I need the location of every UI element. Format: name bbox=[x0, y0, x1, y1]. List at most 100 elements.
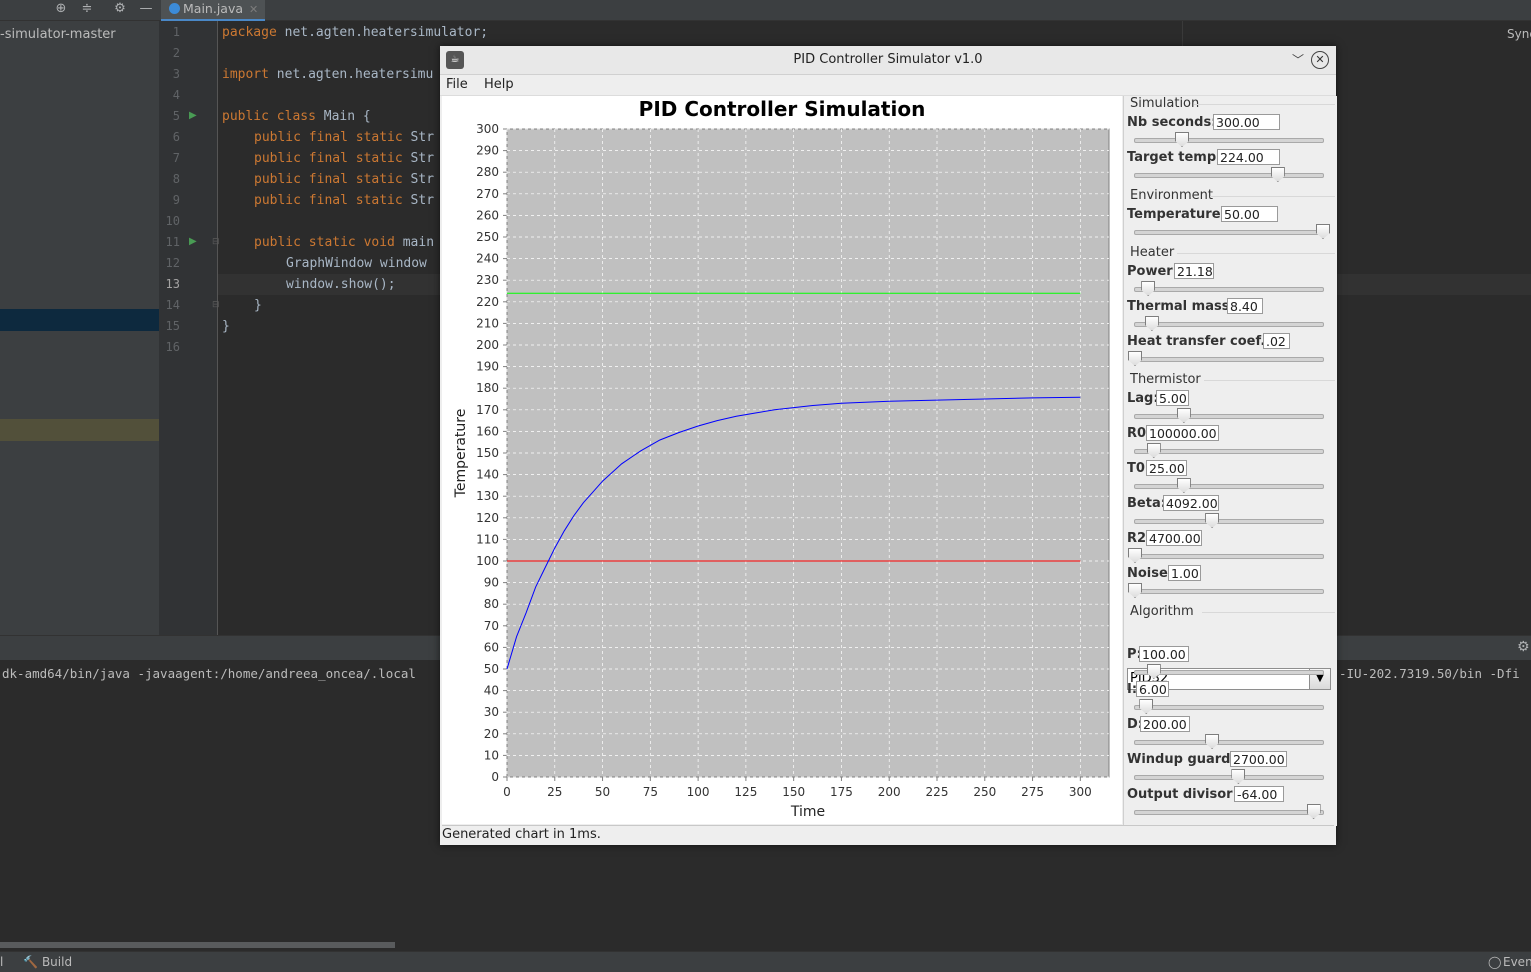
nb-seconds-slider-thumb[interactable] bbox=[1175, 132, 1189, 147]
lag-label: Lag: bbox=[1127, 391, 1159, 406]
group-border bbox=[1177, 253, 1335, 254]
temperature-slider-thumb[interactable] bbox=[1316, 224, 1330, 239]
menu-help[interactable]: Help bbox=[484, 77, 514, 92]
y-tick-label: 190 bbox=[476, 360, 499, 374]
collapse-icon[interactable]: ≑ bbox=[81, 1, 93, 16]
line-number: 12 bbox=[165, 256, 180, 270]
event-log-tab[interactable]: Even bbox=[1503, 955, 1531, 969]
code-line: public final static Str bbox=[254, 193, 435, 208]
p-slider[interactable] bbox=[1134, 670, 1324, 675]
minimize-icon[interactable]: — bbox=[139, 1, 153, 16]
r0-slider-thumb[interactable] bbox=[1146, 443, 1161, 458]
t0-field[interactable]: 25.00 bbox=[1146, 460, 1187, 476]
lag-slider[interactable] bbox=[1134, 414, 1324, 419]
project-tree-selected-row[interactable] bbox=[0, 309, 159, 331]
y-tick-label: 120 bbox=[476, 511, 499, 525]
group-algorithm: Algorithm bbox=[1130, 604, 1194, 619]
windup-guard-field[interactable]: 2700.00 bbox=[1230, 751, 1287, 767]
i-field[interactable]: 6.00 bbox=[1136, 681, 1169, 697]
gear-icon[interactable]: ⚙ bbox=[114, 1, 126, 16]
chevron-down-icon[interactable]: ﹀ bbox=[1291, 53, 1304, 67]
beta-slider-thumb[interactable] bbox=[1205, 513, 1220, 528]
window-title-bar[interactable] bbox=[440, 46, 1336, 75]
noise-slider-thumb[interactable] bbox=[1128, 583, 1142, 598]
line-number: 1 bbox=[172, 25, 180, 39]
line-number: 3 bbox=[172, 67, 180, 81]
run-gutter-icon[interactable]: ▶ bbox=[189, 110, 197, 121]
p-field[interactable]: 100.00 bbox=[1139, 646, 1189, 662]
fold-icon[interactable]: ⊟ bbox=[212, 237, 220, 247]
i-slider[interactable] bbox=[1134, 705, 1324, 710]
menu-file[interactable]: File bbox=[446, 77, 468, 92]
editor-tab-main[interactable]: Main.java ✕ bbox=[161, 0, 265, 22]
x-tick-label: 275 bbox=[1021, 785, 1044, 799]
heat-transfer-slider-thumb[interactable] bbox=[1128, 351, 1142, 366]
close-icon[interactable]: ✕ bbox=[249, 3, 259, 16]
thermal-mass-field[interactable]: 8.40 bbox=[1227, 298, 1263, 314]
windup-guard-slider[interactable] bbox=[1134, 775, 1324, 780]
y-tick-label: 250 bbox=[476, 230, 499, 244]
horizontal-scrollbar[interactable] bbox=[0, 942, 395, 948]
i-slider-thumb[interactable] bbox=[1139, 699, 1154, 714]
fold-icon[interactable]: ⊟ bbox=[212, 300, 220, 310]
y-tick-label: 260 bbox=[476, 208, 499, 222]
d-field[interactable]: 200.00 bbox=[1140, 716, 1190, 732]
windup-guard-slider-thumb[interactable] bbox=[1231, 769, 1246, 784]
line-number: 2 bbox=[172, 46, 180, 60]
group-border bbox=[1210, 196, 1335, 197]
output-divisor-field[interactable]: -64.00 bbox=[1234, 786, 1284, 802]
output-divisor-slider-thumb[interactable] bbox=[1306, 804, 1321, 819]
nb-seconds-field[interactable]: 300.00 bbox=[1213, 114, 1280, 130]
project-root-label[interactable]: -simulator-master bbox=[0, 27, 116, 42]
lag-field[interactable]: 5.00 bbox=[1156, 390, 1189, 406]
heat-transfer-field[interactable]: .02 bbox=[1263, 333, 1290, 349]
build-tab[interactable]: Build bbox=[41, 955, 73, 969]
r0-field[interactable]: 100000.00 bbox=[1146, 425, 1219, 441]
heat-transfer-slider[interactable] bbox=[1134, 357, 1324, 362]
nb-seconds-slider[interactable] bbox=[1134, 138, 1324, 143]
target-temp-slider-thumb[interactable] bbox=[1270, 167, 1285, 182]
beta-field[interactable]: 4092.00 bbox=[1163, 495, 1219, 511]
noise-slider[interactable] bbox=[1134, 589, 1324, 594]
r2-slider[interactable] bbox=[1134, 554, 1324, 559]
heat-transfer-label: Heat transfer coef.: bbox=[1127, 334, 1271, 349]
r0-slider[interactable] bbox=[1134, 449, 1324, 454]
d-slider-thumb[interactable] bbox=[1205, 734, 1220, 749]
event-log-icon[interactable]: ◯ bbox=[1488, 955, 1502, 969]
power-slider-thumb[interactable] bbox=[1141, 281, 1156, 296]
close-icon[interactable]: ✕ bbox=[1311, 51, 1329, 69]
noise-field[interactable]: 1.00 bbox=[1168, 565, 1201, 581]
d-slider[interactable] bbox=[1134, 740, 1324, 745]
target-temp-slider[interactable] bbox=[1134, 173, 1324, 178]
sync-label[interactable]: Sync bbox=[1507, 27, 1531, 41]
pid-simulator-window: ☕ PID Controller Simulator v1.0 ﹀ ✕ File… bbox=[440, 46, 1337, 845]
y-tick-label: 180 bbox=[476, 381, 499, 395]
thermal-mass-slider-thumb[interactable] bbox=[1144, 316, 1159, 331]
x-tick-label: 25 bbox=[547, 785, 562, 799]
power-slider[interactable] bbox=[1134, 287, 1324, 292]
x-tick-label: 50 bbox=[595, 785, 610, 799]
x-tick-label: 225 bbox=[926, 785, 949, 799]
gear-icon[interactable]: ⚙ bbox=[1517, 639, 1530, 655]
lag-slider-thumb[interactable] bbox=[1176, 408, 1191, 423]
project-tree-highlight-row[interactable] bbox=[0, 419, 159, 441]
power-field[interactable]: 21.18 bbox=[1174, 263, 1214, 279]
target-temp-field[interactable]: 224.00 bbox=[1217, 149, 1280, 165]
t0-slider-thumb[interactable] bbox=[1176, 478, 1191, 493]
output-divisor-slider[interactable] bbox=[1134, 810, 1324, 815]
line-number: 6 bbox=[172, 130, 180, 144]
r2-slider-thumb[interactable] bbox=[1128, 548, 1142, 563]
r0-label: R0: bbox=[1127, 426, 1152, 441]
temperature-slider[interactable] bbox=[1134, 230, 1324, 235]
p-slider-thumb[interactable] bbox=[1146, 664, 1161, 679]
temperature-field[interactable]: 50.00 bbox=[1221, 206, 1278, 222]
ide-toolbar bbox=[0, 0, 1531, 21]
y-tick-label: 80 bbox=[484, 597, 499, 611]
locate-icon[interactable]: ⊕ bbox=[55, 1, 67, 16]
beta-slider[interactable] bbox=[1134, 519, 1324, 524]
r2-field[interactable]: 4700.00 bbox=[1146, 530, 1202, 546]
t0-slider[interactable] bbox=[1134, 484, 1324, 489]
x-tick-label: 0 bbox=[503, 785, 511, 799]
thermal-mass-slider[interactable] bbox=[1134, 322, 1324, 327]
run-gutter-icon[interactable]: ▶ bbox=[189, 236, 197, 247]
